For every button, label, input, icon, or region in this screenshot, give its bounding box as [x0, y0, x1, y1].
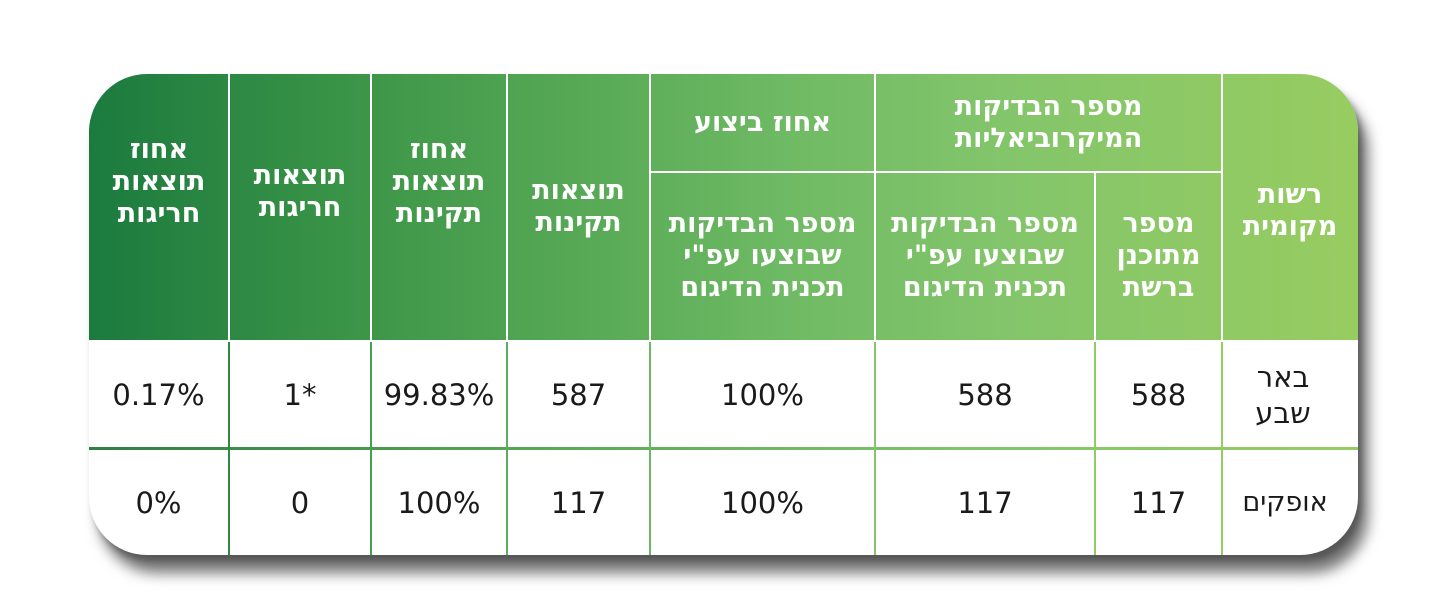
- header-execution-tests-per-plan: מספר הבדיקות שבוצעו עפ"י תכנית הדיגום: [668, 208, 857, 303]
- header-deviant-results-percent: אחוז תוצאות חריגות: [112, 134, 206, 229]
- header-divider: [1221, 74, 1223, 340]
- table-cell-deviant-percent: 0.17%: [112, 378, 205, 412]
- table-cell-performed: 117: [957, 485, 1013, 520]
- table-cell-local-authority: אופקים: [1242, 486, 1328, 518]
- column-divider: [649, 342, 651, 555]
- header-deviant-results: תוצאות חריגות: [253, 160, 347, 223]
- header-divider: [370, 74, 372, 340]
- results-table: אחוז תוצאות חריגות תוצאות חריגות אחוז תו…: [89, 74, 1358, 555]
- header-divider: [228, 74, 230, 340]
- table-cell-deviant-percent: 0%: [135, 485, 182, 520]
- table-cell-planned: 588: [1130, 378, 1187, 412]
- header-microbial-tests-group: מספר הבדיקות המיקרוביאליות: [954, 91, 1143, 154]
- header-planned-in-authority: מספר מתוכנן ברשת: [1116, 208, 1201, 303]
- column-divider: [370, 342, 372, 555]
- table-cell-execution-percent: 100%: [721, 378, 804, 412]
- header-performed-per-sampling-plan: מספר הבדיקות שבוצעו עפ"י תכנית הדיגום: [891, 208, 1079, 303]
- table-cell-deviant-results: 0: [290, 485, 310, 520]
- column-divider: [1094, 342, 1096, 555]
- header-divider: [506, 74, 508, 340]
- table-cell-planned: 117: [1130, 485, 1187, 520]
- header-divider: [649, 74, 651, 340]
- table-cell-performed: 588: [957, 378, 1013, 412]
- table-cell-local-authority: באר שבע: [1255, 360, 1311, 430]
- header-divider: [1094, 172, 1096, 340]
- table-cell-normal-percent: 100%: [397, 485, 481, 520]
- header-group-divider: [650, 171, 1222, 173]
- table-cell-normal-results: 117: [550, 485, 607, 520]
- column-divider: [506, 342, 508, 555]
- header-execution-percent-group: אחוז ביצוע: [694, 107, 831, 138]
- column-divider: [874, 342, 876, 555]
- header-normal-results: תוצאות תקינות: [532, 175, 625, 238]
- table-cell-execution-percent: 100%: [721, 485, 804, 520]
- column-divider: [1221, 342, 1223, 555]
- header-normal-results-percent: אחוז תוצאות תקינות: [392, 134, 486, 229]
- column-divider: [228, 342, 230, 555]
- table-cell-normal-percent: 99.83%: [383, 378, 495, 412]
- header-divider: [874, 74, 876, 340]
- table-cell-deviant-results: 1*: [283, 378, 317, 412]
- table-header: [89, 74, 1358, 340]
- row-divider: [89, 447, 1358, 450]
- header-local-authority: רשות מקומית: [1242, 179, 1338, 242]
- header-bottom-divider: [89, 340, 1358, 343]
- table-cell-normal-results: 587: [550, 378, 607, 412]
